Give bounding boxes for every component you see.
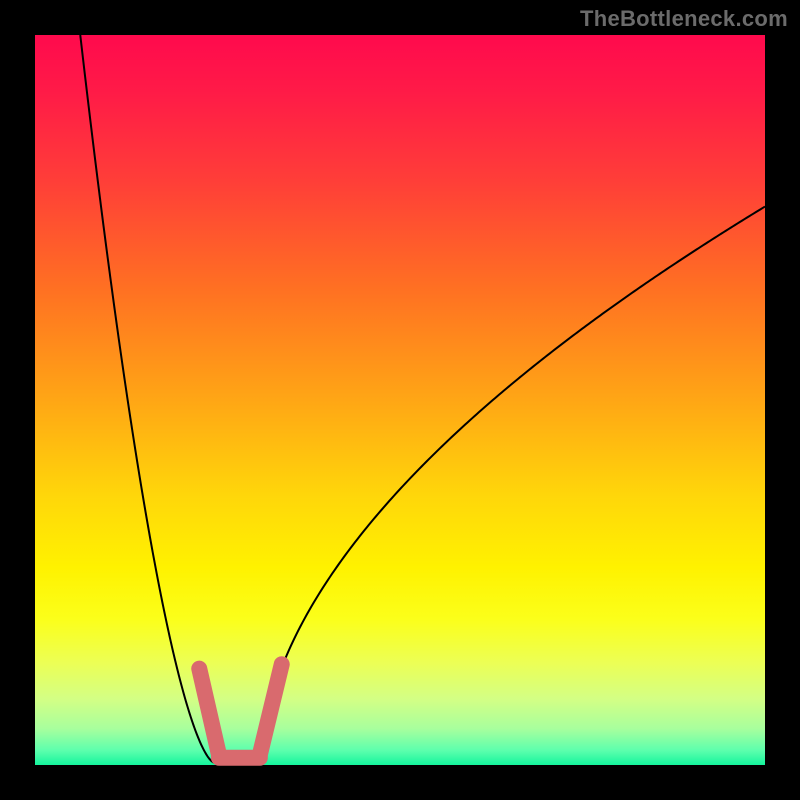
bottleneck-chart bbox=[0, 0, 800, 800]
watermark-text: TheBottleneck.com bbox=[580, 6, 788, 32]
chart-stage: TheBottleneck.com bbox=[0, 0, 800, 800]
plot-area bbox=[35, 35, 765, 765]
